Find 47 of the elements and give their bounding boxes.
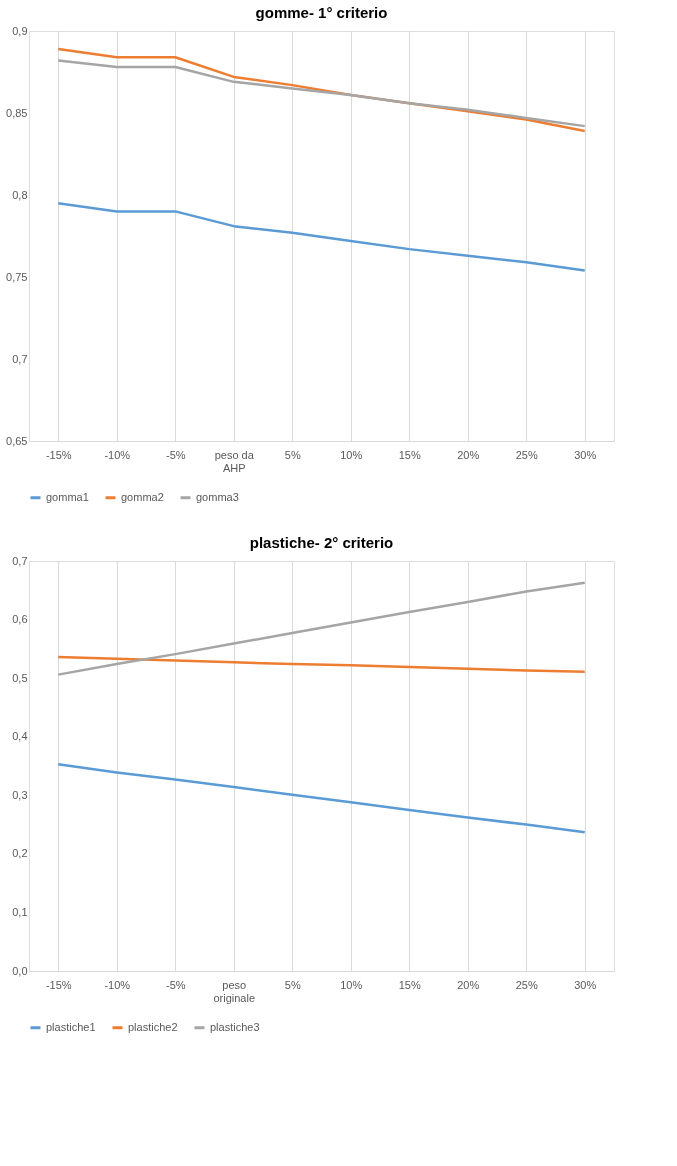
y-tick-label: 0,85 [6,106,28,119]
x-tick-label: -5% [165,978,186,991]
x-tick-label: 30% [574,978,597,991]
y-tick-label: 0,75 [6,270,28,283]
x-tick-label: 10% [340,448,363,461]
x-tick-label: 25% [515,978,538,991]
x-tick-label: 20% [457,448,480,461]
y-tick-label: 0,3 [12,788,28,801]
line-series [57,59,586,128]
x-tick-label: 30% [574,448,597,461]
x-tick-label: 5% [284,448,301,461]
x-tick-label: -10% [104,978,131,991]
x-tick-label: -10% [104,448,131,461]
y-tick-label: 0,5 [12,671,28,684]
chart-title: plastiche- 2° criterio [249,534,394,551]
x-tick-label: -15% [45,448,72,461]
x-tick-label: 25% [515,448,538,461]
legend-label: gomma1 [46,490,89,503]
line-series [57,201,586,272]
y-tick-label: 0,0 [12,964,28,977]
chart-title: gomme- 1° criterio [255,4,388,21]
y-tick-label: 0,9 [12,24,28,37]
x-tick-label: peso da AHP [214,448,255,474]
y-tick-label: 0,1 [12,905,28,918]
y-tick-label: 0,65 [6,434,28,447]
x-tick-label: 15% [398,978,421,991]
line-series [57,655,586,673]
y-tick-label: 0,6 [12,613,28,626]
x-tick-label: -5% [165,448,186,461]
legend-label: gomma3 [196,490,239,503]
y-tick-label: 0,7 [12,554,28,567]
line-series [57,581,586,676]
x-tick-label: -15% [45,978,72,991]
x-tick-label: 5% [284,978,301,991]
legend-label: plastiche1 [46,1020,96,1033]
x-tick-label: peso originale [213,978,256,1004]
line-series [57,762,586,834]
x-tick-label: 15% [398,448,421,461]
y-tick-label: 0,7 [12,352,28,365]
y-tick-label: 0,2 [12,847,28,860]
legend-label: gomma2 [121,490,164,503]
y-tick-label: 0,4 [12,730,28,743]
legend-label: plastiche3 [210,1020,260,1033]
x-tick-label: 20% [457,978,480,991]
y-tick-label: 0,8 [12,188,28,201]
legend-label: plastiche2 [128,1020,178,1033]
x-tick-label: 10% [340,978,363,991]
